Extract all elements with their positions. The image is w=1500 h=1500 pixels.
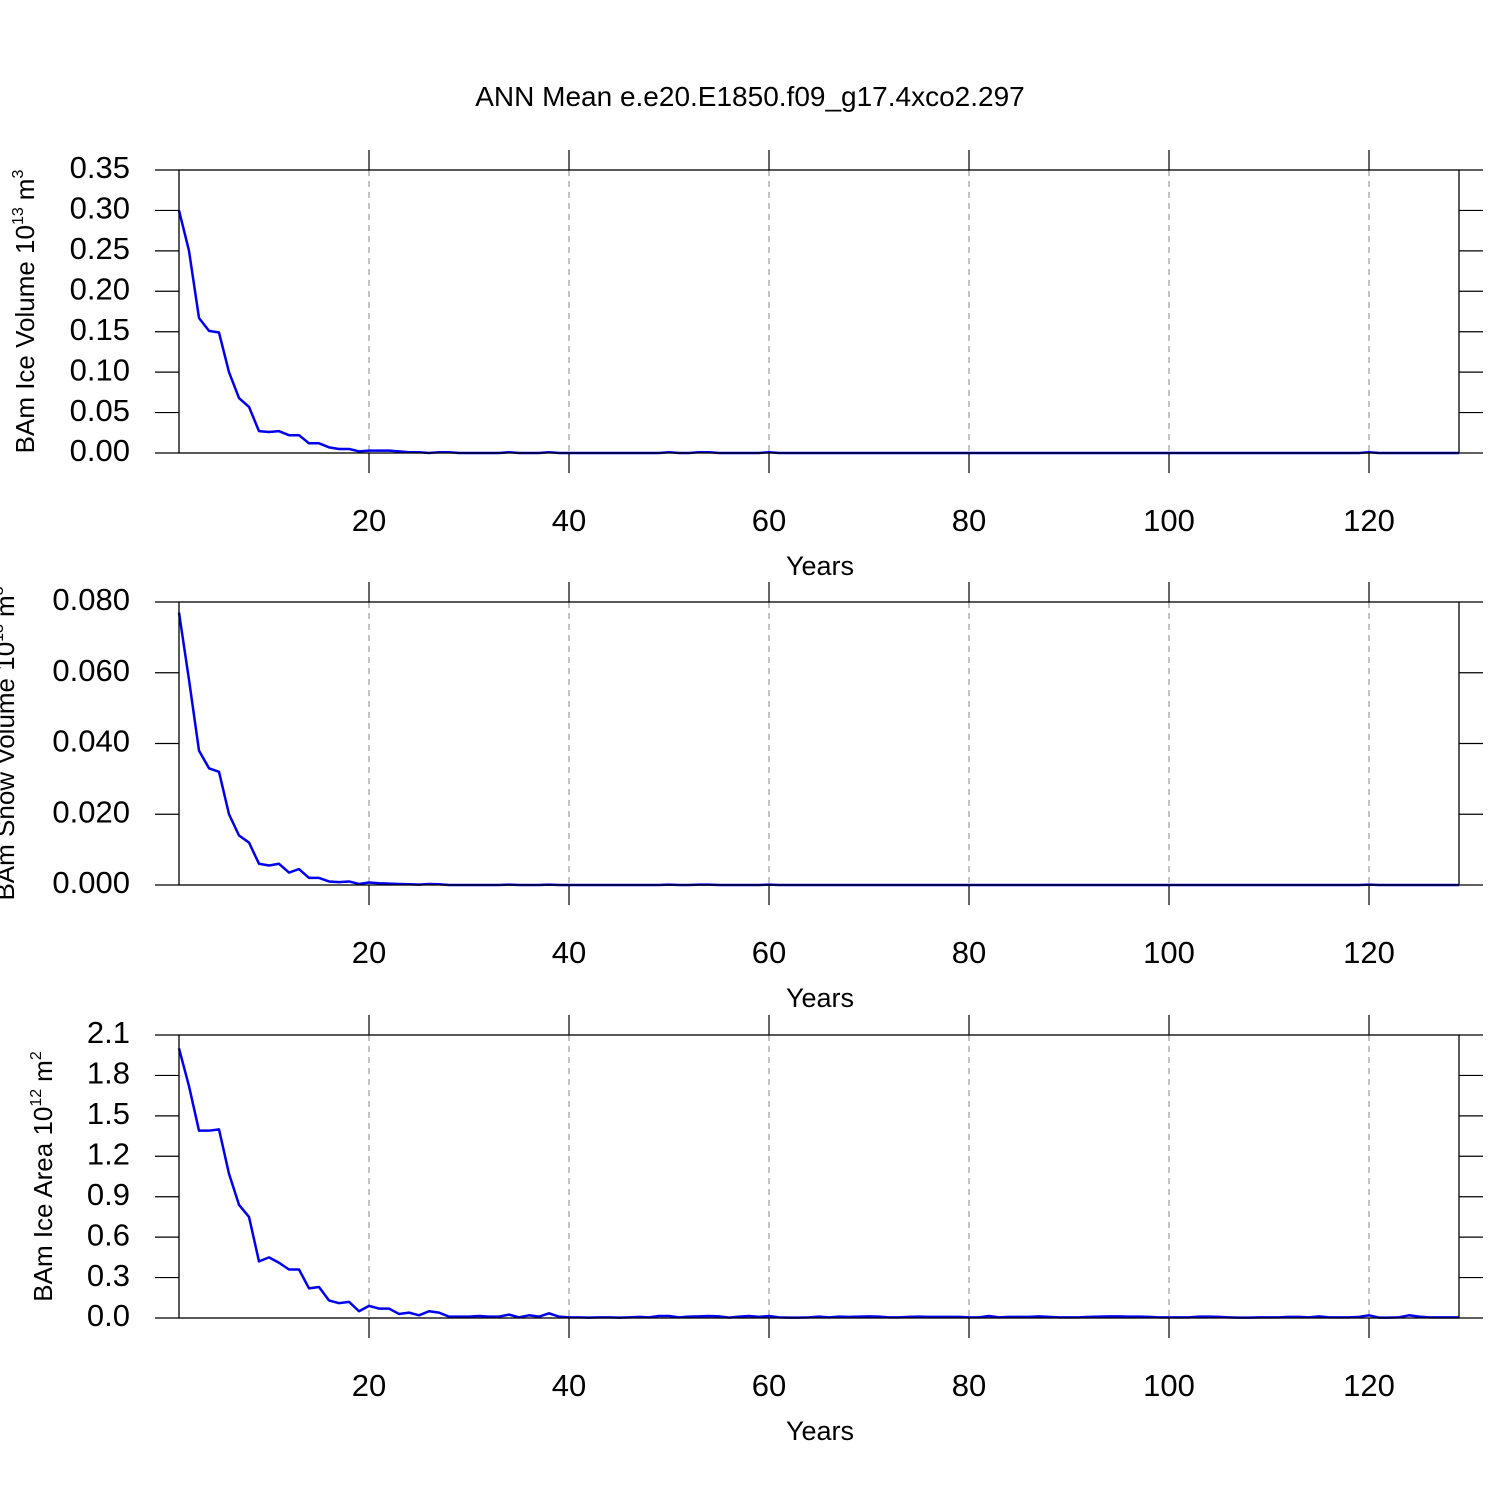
x-tick-label: 80 (952, 935, 986, 970)
y-tick-label: 0.25 (70, 231, 130, 266)
y-tick-label: 0.040 (52, 724, 130, 759)
y-label-exponent: 12 (28, 1089, 45, 1107)
x-tick-label: 120 (1343, 1368, 1395, 1403)
y-tick-label: 0.15 (70, 312, 130, 347)
x-tick-label: 80 (952, 1368, 986, 1403)
y-tick-label: 0.000 (52, 865, 130, 900)
y-tick-label: 0.3 (87, 1258, 130, 1293)
x-tick-label: 60 (752, 503, 786, 538)
x-tick-label: 80 (952, 503, 986, 538)
x-axis-label: Years (786, 983, 854, 1013)
x-axis-label: Years (786, 551, 854, 581)
y-tick-label: 2.1 (87, 1015, 130, 1050)
y-tick-label: 0.0 (87, 1298, 130, 1333)
y-label-text: BAm Ice Volume 10 (10, 225, 40, 453)
y-tick-label: 0.10 (70, 352, 130, 387)
plot-frame (178, 1034, 1460, 1319)
x-axis-label: Years (786, 1416, 854, 1446)
plot-frame (178, 169, 1460, 454)
y-label-text: BAm Ice Area 10 (28, 1107, 58, 1302)
y-label-exponent: 13 (10, 207, 27, 225)
x-tick-label: 60 (752, 935, 786, 970)
x-tick-label: 40 (552, 503, 586, 538)
panel: 20 40 60 80 100 120 0.0 0.3 0.6 0.9 1.2 1.5 1.8 2.1 Ye… (28, 1015, 1483, 1446)
y-tick-label: 0.9 (87, 1177, 130, 1212)
plot-frame (178, 601, 1460, 886)
y-tick-label: 0.080 (52, 582, 130, 617)
x-tick-label: 20 (352, 935, 386, 970)
y-tick-label: 0.30 (70, 191, 130, 226)
y-label-exponent: 13 (0, 624, 7, 642)
x-tick-label: 40 (552, 1368, 586, 1403)
data-line (177, 210, 1459, 455)
x-tick-label: 100 (1143, 1368, 1195, 1403)
y-label-text: BAm Snow Volume 10 (0, 642, 20, 901)
y-tick-label: 1.5 (87, 1096, 130, 1131)
y-label-unit-exponent: 3 (0, 586, 7, 595)
x-tick-label: 120 (1343, 503, 1395, 538)
panel: 20 40 60 80 100 120 0.000 0.020 0.040 0.060 0.080 Y… (0, 582, 1483, 1013)
y-label-unit: m (28, 1060, 58, 1082)
y-tick-label: 1.2 (87, 1136, 130, 1171)
y-label-unit: m (0, 595, 20, 617)
y-label-unit-exponent: 2 (28, 1051, 45, 1060)
x-tick-label: 40 (552, 935, 586, 970)
y-axis-label: BAm Snow Volume 1013 m3 (0, 586, 20, 900)
y-label-unit-exponent: 3 (10, 170, 27, 179)
y-tick-label: 0.05 (70, 393, 130, 428)
x-tick-label: 100 (1143, 935, 1195, 970)
y-tick-label: 1.8 (87, 1056, 130, 1091)
x-tick-label: 100 (1143, 503, 1195, 538)
panel: 20 40 60 80 100 120 0.00 0.05 0.10 0.15 0.20 0.25 0.… (10, 150, 1483, 581)
y-label-unit: m (10, 179, 40, 201)
y-tick-label: 0.35 (70, 150, 130, 185)
x-tick-label: 120 (1343, 935, 1395, 970)
x-tick-label: 60 (752, 1368, 786, 1403)
y-tick-label: 0.6 (87, 1217, 130, 1252)
x-tick-label: 20 (352, 1368, 386, 1403)
data-line (177, 612, 1459, 887)
y-tick-label: 0.20 (70, 271, 130, 306)
x-tick-label: 20 (352, 503, 386, 538)
y-tick-label: 0.020 (52, 794, 130, 829)
y-axis-label: BAm Ice Area 1012 m2 (28, 1051, 58, 1302)
y-tick-label: 0.060 (52, 653, 130, 688)
y-tick-label: 0.00 (70, 433, 130, 468)
data-line (177, 1048, 1459, 1319)
figure-title: ANN Mean e.e20.E1850.f09_g17.4xco2.297 (475, 81, 1025, 112)
y-axis-label: BAm Ice Volume 1013 m3 (10, 170, 40, 454)
